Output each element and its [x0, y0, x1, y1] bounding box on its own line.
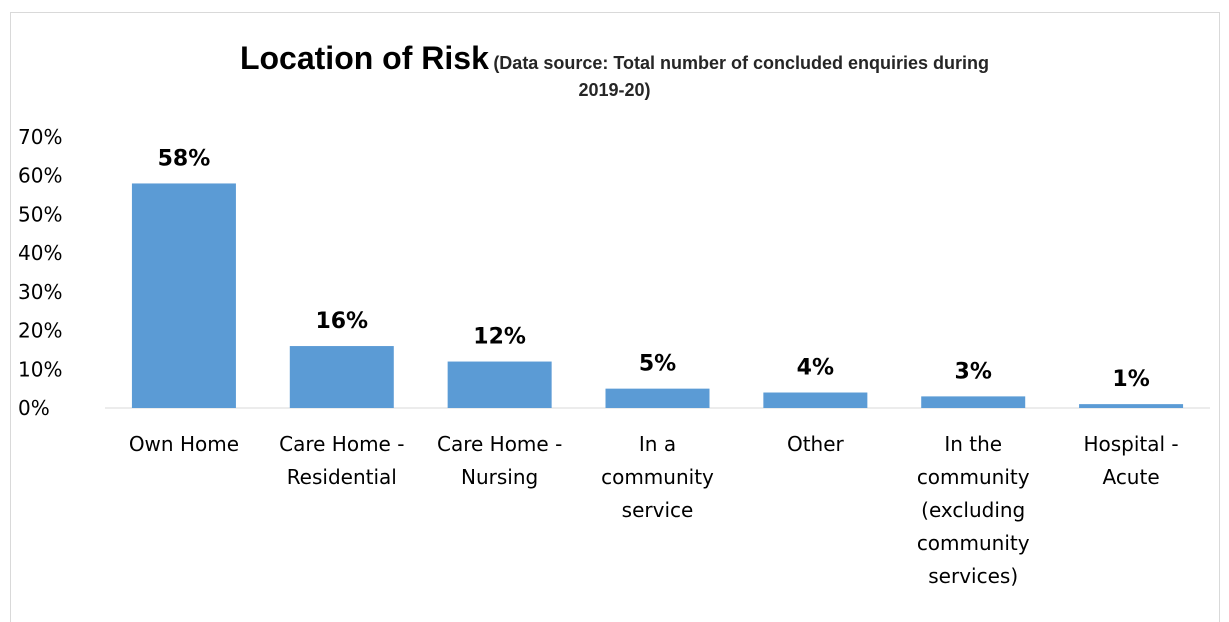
y-tick-label: 70%	[18, 125, 62, 149]
data-label: 58%	[158, 146, 211, 171]
x-tick-label-line: Care Home -	[279, 432, 404, 456]
bar	[1079, 404, 1184, 408]
x-tick-label-line: Hospital -	[1083, 432, 1178, 456]
data-label: 5%	[639, 352, 676, 377]
x-tick-label-line: Acute	[1102, 465, 1159, 489]
bar	[921, 396, 1026, 408]
x-tick-label-line: In a	[639, 432, 676, 456]
bar	[605, 388, 710, 408]
x-tick-label-line: Other	[787, 432, 845, 456]
x-tick-label: Hospital - Acute	[1083, 432, 1178, 489]
x-tick-label: Care Home - Residential	[279, 432, 404, 489]
x-tick-label-line: services)	[928, 564, 1018, 588]
x-tick-label-line: community	[917, 531, 1030, 555]
data-label: 4%	[797, 356, 834, 381]
y-tick-label: 60%	[18, 164, 62, 188]
x-tick-label-line: Nursing	[461, 465, 538, 489]
y-tick-label: 30%	[18, 280, 62, 304]
data-label: 12%	[473, 325, 526, 350]
chart-subtitle-line1: (Data source: Total number of concluded …	[493, 53, 990, 73]
y-tick-label: 20%	[18, 319, 62, 343]
x-tick-label: Own Home	[129, 432, 239, 456]
x-tick-label-line: Residential	[287, 465, 397, 489]
y-tick-label: 0%	[18, 396, 50, 420]
x-tick-label-line: community	[917, 465, 1030, 489]
x-tick-label-line: service	[622, 498, 694, 522]
bar	[131, 183, 236, 408]
bar	[763, 392, 868, 408]
x-tick-label-line: Own Home	[129, 432, 239, 456]
x-tick-label-line: Care Home -	[437, 432, 562, 456]
x-tick-label-line: (excluding	[921, 498, 1025, 522]
bar	[289, 346, 394, 408]
chart-title-main: Location of Risk	[239, 40, 489, 76]
y-tick-label: 40%	[18, 241, 62, 265]
y-tick-label: 50%	[18, 202, 62, 226]
x-tick-label: In a community service	[601, 432, 714, 522]
x-tick-label: Care Home - Nursing	[437, 432, 562, 489]
x-tick-label-line: In the	[944, 432, 1002, 456]
chart-subtitle-line2: 2019-20)	[578, 80, 651, 100]
bar	[447, 361, 552, 408]
x-tick-label: In the community (excluding community servic…	[917, 432, 1030, 588]
data-label: 3%	[955, 359, 992, 384]
chart-title: Location of Risk (Data source: Total num…	[0, 40, 1229, 77]
x-tick-label-line: community	[601, 465, 714, 489]
y-tick-label: 10%	[18, 357, 62, 381]
bar-chart: 0% 10% 20% 30% 40% 50% 60% 70% 58% Own Home 16% Car…	[18, 125, 1210, 588]
data-label: 16%	[315, 309, 368, 334]
data-label: 1%	[1112, 367, 1149, 392]
x-tick-label: Other	[787, 432, 845, 456]
